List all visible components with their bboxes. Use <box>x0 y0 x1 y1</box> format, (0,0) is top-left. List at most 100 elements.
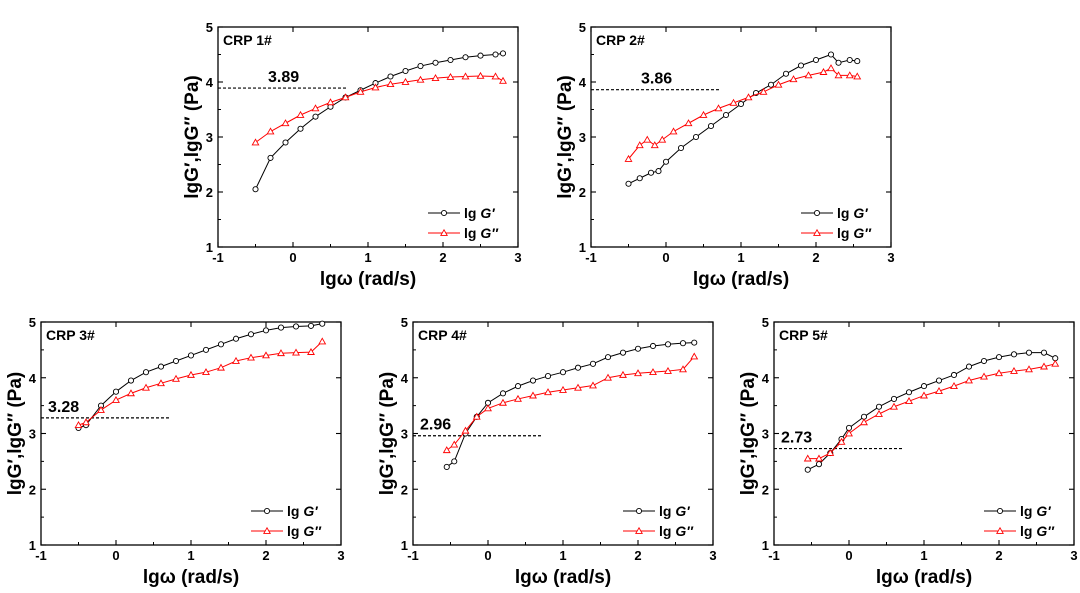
series-storage-modulus <box>252 50 507 193</box>
data-point <box>252 186 259 193</box>
data-point <box>797 62 805 69</box>
x-tick-label: 2 <box>812 250 819 265</box>
legend-prefix: lg <box>1020 523 1036 539</box>
data-point <box>965 376 973 384</box>
data-point <box>624 154 633 162</box>
data-point <box>97 405 105 413</box>
legend-prefix: lg <box>659 523 675 539</box>
y-tick-label: 2 <box>29 482 36 497</box>
data-point <box>401 77 410 85</box>
x-tick-label: 1 <box>187 548 194 563</box>
y-tick-label: 2 <box>579 185 586 200</box>
data-point <box>669 127 678 135</box>
data-point <box>845 429 853 437</box>
data-point <box>472 412 481 420</box>
legend-prefix: lg <box>464 205 480 221</box>
data-point <box>172 374 180 382</box>
data-point <box>307 347 315 355</box>
data-point <box>684 119 693 127</box>
data-point <box>827 51 835 58</box>
y-tick-label: 5 <box>762 315 769 330</box>
data-point <box>819 67 828 75</box>
data-point <box>451 458 458 465</box>
data-point <box>589 381 597 389</box>
data-point <box>247 353 255 361</box>
data-point <box>767 81 775 88</box>
data-point <box>442 446 451 454</box>
data-point <box>326 98 335 106</box>
data-point <box>662 158 670 165</box>
data-point <box>625 180 632 187</box>
legend-prefix: lg <box>287 503 303 519</box>
series-loss-modulus <box>442 352 699 454</box>
data-point <box>529 377 537 384</box>
data-point <box>619 370 627 378</box>
legend: lg G′lg G″ <box>984 503 1055 539</box>
data-point <box>744 93 753 101</box>
legend-prefix: lg <box>659 503 675 519</box>
y-tick-label: 3 <box>206 130 213 145</box>
legend-label: lg G′ <box>837 205 868 221</box>
data-point <box>312 113 319 120</box>
crossover-label: 3.89 <box>268 69 299 86</box>
data-point <box>647 169 655 176</box>
y-axis-title: lgG′,lgG″ (Pa) <box>555 75 576 198</box>
data-point <box>251 138 260 146</box>
data-point <box>172 357 180 365</box>
data-point <box>875 409 883 417</box>
data-point <box>232 335 240 342</box>
data-point <box>1051 359 1060 367</box>
y-tick-label: 4 <box>29 371 37 386</box>
data-point <box>499 390 507 397</box>
data-point <box>544 388 552 396</box>
x-axis-title: lgω (rad/s) <box>320 269 416 290</box>
data-point <box>386 80 395 88</box>
legend-symbol: G′ <box>303 503 318 519</box>
panel-title: CRP 1# <box>223 32 272 48</box>
panel-title: CRP 4# <box>418 327 467 343</box>
data-point <box>854 58 861 65</box>
legend-prefix: lg <box>464 225 480 241</box>
data-point <box>789 75 798 83</box>
data-point <box>529 391 537 399</box>
data-point <box>774 80 783 88</box>
series-line <box>446 342 695 468</box>
data-point <box>187 352 195 359</box>
panel-title: CRP 5# <box>779 327 828 343</box>
x-tick-label: -1 <box>35 548 47 563</box>
data-point <box>307 322 315 329</box>
data-point <box>835 59 842 66</box>
data-point <box>845 71 854 79</box>
chart-panel-5: -1 0 1 2 3 1 2 3 4 5 lgω (rad/s) lgG′,lgG″ (Pa) CRP … <box>738 315 1078 588</box>
crossover-label: 2.96 <box>420 417 451 434</box>
data-point <box>655 168 662 175</box>
legend-symbol: G″ <box>480 225 499 241</box>
data-point <box>476 71 485 79</box>
y-tick-label: 2 <box>206 185 213 200</box>
panel-title: CRP 2# <box>596 32 645 48</box>
data-point <box>815 461 823 468</box>
chart-panel-2: -1 0 1 2 3 1 2 3 4 5 lgω (rad/s) lgG′,lgG″ (Pa) CRP … <box>555 20 895 290</box>
data-point <box>837 437 846 445</box>
data-point <box>484 404 492 412</box>
legend-label: lg G′ <box>464 205 495 221</box>
data-point <box>142 369 150 376</box>
x-tick-label: -1 <box>407 548 419 563</box>
legend-marker <box>263 507 271 515</box>
data-point <box>387 73 394 80</box>
data-point <box>499 76 507 84</box>
data-point <box>619 349 627 356</box>
x-tick-label: -1 <box>768 548 780 563</box>
data-point <box>664 366 672 374</box>
legend-marker <box>813 209 821 217</box>
data-point <box>416 75 425 83</box>
x-axis-title: lgω (rad/s) <box>515 567 611 588</box>
legend-symbol: G″ <box>303 523 322 539</box>
y-axis-title: lgG′,lgG″ (Pa) <box>5 372 26 495</box>
data-point <box>950 371 958 379</box>
x-tick-label: 3 <box>887 250 894 265</box>
legend: lg G′lg G″ <box>801 205 872 241</box>
data-point <box>127 377 135 384</box>
legend-symbol: G″ <box>853 225 872 241</box>
data-point <box>402 67 409 75</box>
